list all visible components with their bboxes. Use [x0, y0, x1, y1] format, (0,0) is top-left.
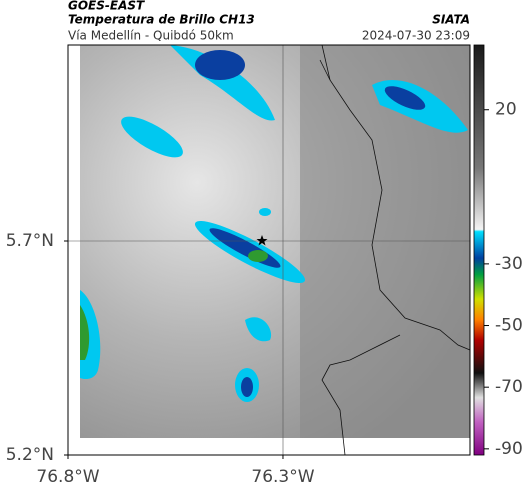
- route: Vía Medellín - Quibdó 50km: [68, 29, 234, 43]
- x-tick-label: 76.3°W: [251, 467, 314, 487]
- product-title: Temperatura de Brillo CH13: [68, 13, 255, 27]
- colorbar-tick-label: -90: [495, 439, 523, 459]
- colorbar-tick-label: -50: [495, 316, 523, 336]
- agency: SIATA: [432, 13, 470, 27]
- timestamp: 2024-07-30 23:09: [362, 29, 470, 43]
- source-title: GOES-EAST: [68, 0, 145, 13]
- y-tick-label: 5.7°N: [6, 231, 54, 251]
- satellite-image: [67, 44, 471, 456]
- colorbar-tick-label: -30: [495, 254, 523, 274]
- colorbar: [473, 44, 485, 456]
- y-tick-label: 5.2°N: [6, 445, 54, 465]
- colorbar-tick-label: 20: [495, 100, 517, 120]
- colorbar-tick-label: -70: [495, 377, 523, 397]
- x-tick-label: 76.8°W: [36, 467, 99, 487]
